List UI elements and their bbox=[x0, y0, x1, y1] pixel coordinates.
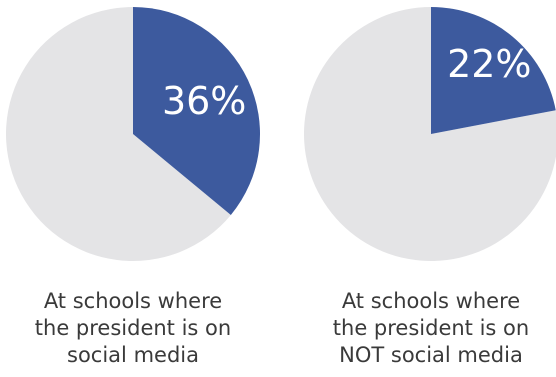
pie-slice-percent-label: 22% bbox=[447, 42, 531, 86]
pie-caption-not-on-social-media: At schools where the president is on NOT… bbox=[306, 288, 556, 369]
pie-slice-highlight bbox=[133, 7, 261, 215]
pie-chart-not-on-social-media: 22% bbox=[304, 7, 556, 261]
pie-caption-on-social-media: At schools where the president is on soc… bbox=[8, 288, 258, 369]
pie-slice-remainder bbox=[6, 7, 231, 261]
caption-line: the president is on bbox=[34, 316, 232, 340]
caption-line: NOT social media bbox=[339, 343, 523, 367]
pie-slice-remainder bbox=[304, 7, 556, 261]
pie-slice-percent-label: 36% bbox=[162, 79, 246, 123]
pie-slice-highlight bbox=[431, 7, 556, 134]
caption-line: At schools where bbox=[43, 289, 223, 313]
pie-chart-on-social-media: 36% bbox=[6, 7, 261, 261]
pie-charts: 36% 22% bbox=[6, 7, 556, 261]
caption-line: social media bbox=[67, 343, 199, 367]
caption-line: At schools where bbox=[341, 289, 521, 313]
caption-line: the president is on bbox=[332, 316, 530, 340]
